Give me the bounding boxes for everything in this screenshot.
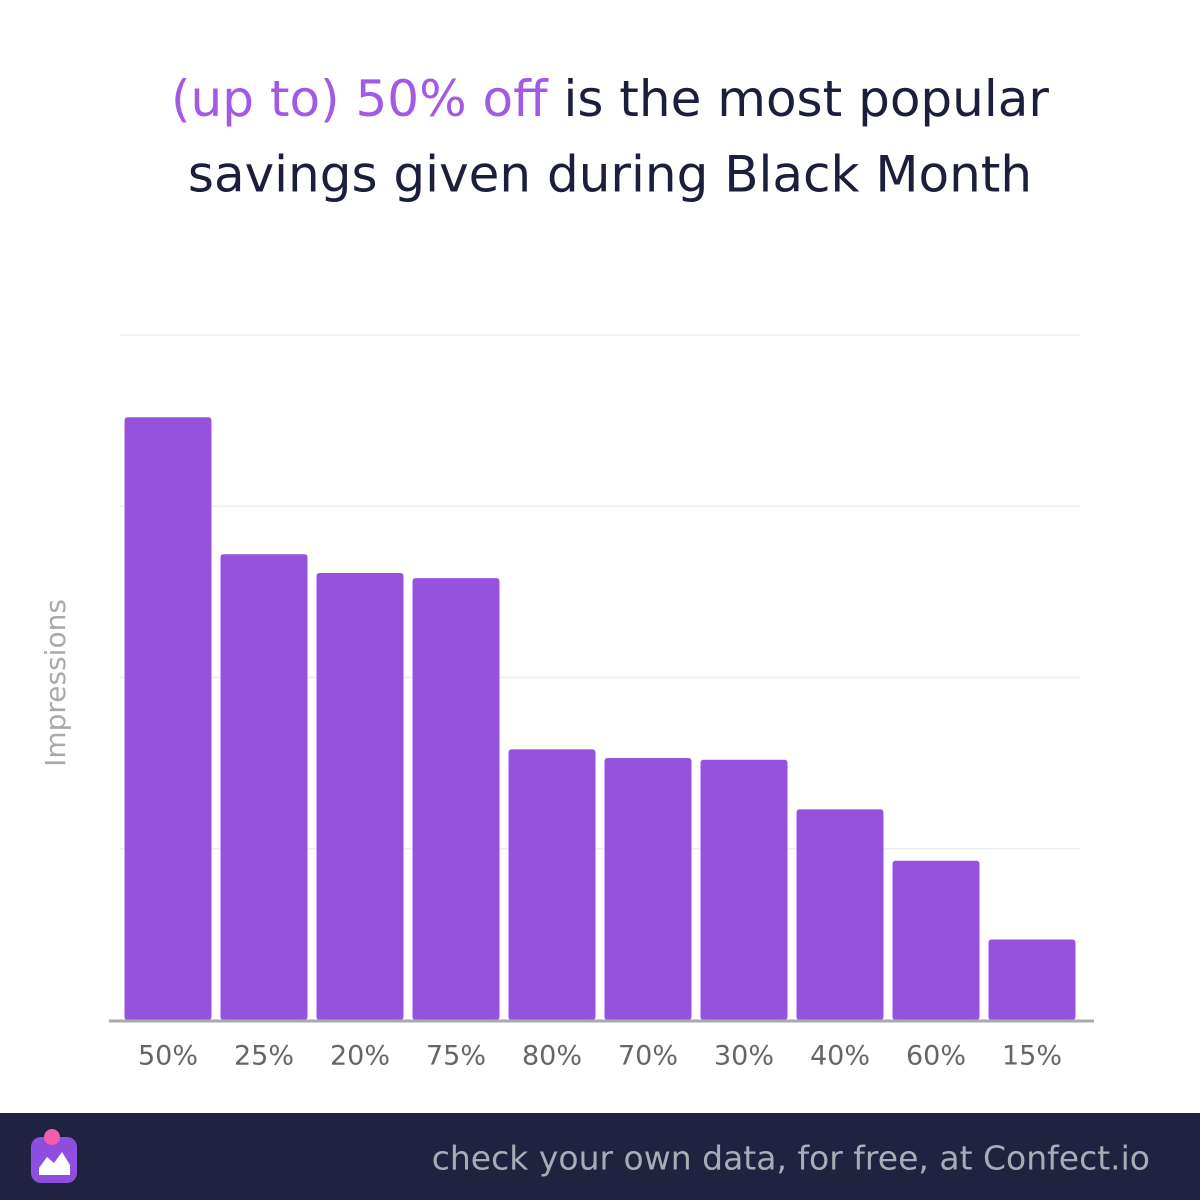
x-tick-label: 30% [714, 1041, 774, 1072]
bar [988, 939, 1076, 1020]
x-tick-label: 40% [810, 1041, 870, 1072]
bar [796, 809, 884, 1020]
bar [604, 757, 692, 1020]
footer-bar [0, 1113, 1200, 1200]
x-tick-label: 60% [906, 1041, 966, 1072]
bar [220, 554, 308, 1020]
title-text: is the most popular [563, 70, 1049, 128]
x-tick-label: 15% [1002, 1041, 1062, 1072]
logo [31, 1129, 77, 1183]
bar [316, 573, 404, 1020]
bar [124, 417, 212, 1020]
chart-title: savings given during Black Month [188, 146, 1032, 204]
bar [700, 759, 788, 1020]
plot: 50% 25% 20% 75% 80% 70% 30% 40% 60% 15% [109, 334, 1094, 1072]
x-tick-label: 75% [426, 1041, 486, 1072]
x-tick-label: 70% [618, 1041, 678, 1072]
title-text [548, 70, 564, 128]
x-tick-label: 50% [138, 1041, 198, 1072]
chart-title: (up to) 50% off is the most popular [171, 70, 1049, 128]
x-tick-label: 25% [234, 1041, 294, 1072]
x-tick-label: 80% [522, 1041, 582, 1072]
footer-text: check your own data, for free, at Confec… [432, 1139, 1150, 1178]
bar [892, 860, 980, 1020]
bar [412, 578, 500, 1020]
bar [508, 749, 596, 1020]
x-tick-label: 20% [330, 1041, 390, 1072]
y-axis-label: Impressions [39, 599, 72, 767]
title-highlight: (up to) 50% off [171, 70, 549, 128]
